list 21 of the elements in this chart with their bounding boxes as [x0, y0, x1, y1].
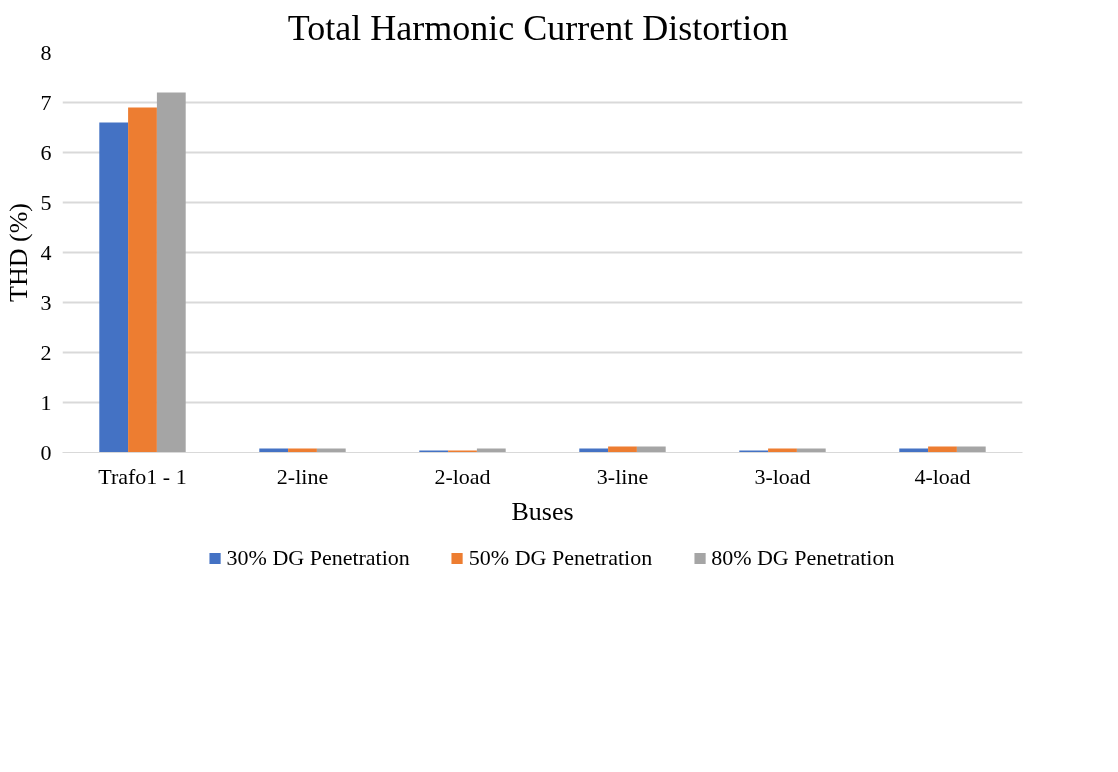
- y-tick-label: 1: [40, 389, 52, 415]
- x-tick-label: 4-load: [914, 463, 971, 489]
- x-tick-label: 3-line: [596, 463, 649, 489]
- y-tick-label: 8: [40, 39, 52, 65]
- x-tick-label: 2-line: [276, 463, 329, 489]
- x-axis-title: Buses: [511, 496, 574, 526]
- legend-label: 30% DG Penetration: [226, 545, 410, 571]
- x-tick-label: Trafo1 - 1: [98, 463, 187, 489]
- y-tick-label: 3: [40, 289, 52, 315]
- y-tick-label: 2: [40, 339, 52, 365]
- legend-label: 50% DG Penetration: [468, 545, 653, 571]
- y-tick-label: 6: [40, 139, 52, 165]
- x-tick-label: 3-load: [754, 463, 811, 489]
- y-tick-label: 7: [40, 89, 52, 115]
- chart-title: Total Harmonic Current Distortion: [287, 7, 789, 48]
- legend-label: 80% DG Penetration: [711, 545, 895, 571]
- x-tick-label: 2-load: [434, 463, 491, 489]
- y-axis-title: THD (%): [3, 203, 33, 302]
- y-tick-label: 5: [40, 189, 52, 215]
- y-tick-label: 4: [40, 239, 52, 265]
- y-tick-label: 0: [40, 439, 52, 465]
